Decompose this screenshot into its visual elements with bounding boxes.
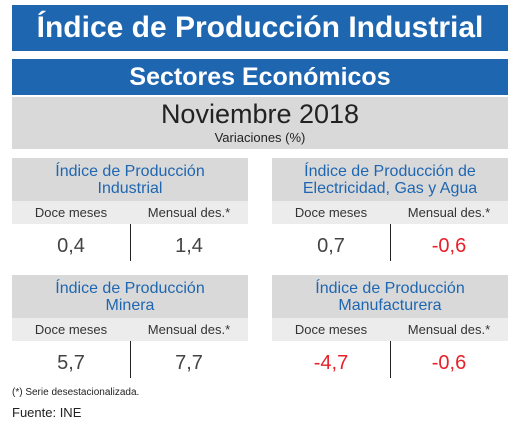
card-labels: Doce meses Mensual des.* — [272, 201, 508, 224]
value-twelve-months: 0,7 — [317, 235, 345, 257]
card-title: Índice de Producción Industrial — [12, 158, 248, 201]
value-divider — [390, 224, 391, 261]
card-title-line1: Índice de Producción — [55, 162, 205, 180]
card-title-line1: Índice de Producción — [315, 279, 465, 297]
card-title-line2: Industrial — [97, 179, 163, 197]
value-twelve-months: -4,7 — [313, 352, 349, 374]
subtitle: Sectores Económicos — [129, 63, 391, 91]
label-monthly-adjusted: Mensual des.* — [147, 205, 231, 220]
period-title: Noviembre 2018 — [160, 99, 360, 129]
footnote: (*) Serie desestacionalizada. — [12, 387, 140, 398]
value-divider — [130, 341, 131, 378]
card-labels: Doce meses Mensual des.* — [272, 318, 508, 341]
period-panel: Noviembre 2018 Variaciones (%) — [12, 97, 508, 149]
card-values: 5,7 7,7 — [12, 341, 248, 386]
period-subtitle: Variaciones (%) — [214, 130, 306, 145]
label-twelve-months: Doce meses — [34, 205, 108, 220]
card-mining: Índice de Producción Minera Doce meses M… — [12, 275, 248, 386]
value-twelve-months: 0,4 — [57, 235, 85, 257]
card-electricity-gas-water: Índice de Producción de Electricidad, Ga… — [272, 158, 508, 269]
main-title: Índice de Producción Industrial — [36, 11, 484, 44]
label-twelve-months: Doce meses — [294, 322, 368, 337]
card-title: Índice de Producción Minera — [12, 275, 248, 318]
card-industrial: Índice de Producción Industrial Doce mes… — [12, 158, 248, 269]
card-title-line2: Manufacturera — [338, 296, 442, 314]
card-labels: Doce meses Mensual des.* — [12, 318, 248, 341]
label-monthly-adjusted: Mensual des.* — [407, 322, 491, 337]
value-monthly-adjusted: 1,4 — [175, 235, 203, 257]
subtitle-banner: Sectores Económicos — [12, 59, 508, 95]
value-monthly-adjusted: -0,6 — [431, 235, 467, 257]
card-labels: Doce meses Mensual des.* — [12, 201, 248, 224]
value-monthly-adjusted: 7,7 — [175, 352, 203, 374]
card-title-line1: Índice de Producción — [55, 279, 205, 297]
main-title-banner: Índice de Producción Industrial — [12, 5, 508, 51]
source-credit: Fuente: INE — [12, 405, 82, 420]
label-monthly-adjusted: Mensual des.* — [407, 205, 491, 220]
card-values: 0,7 -0,6 — [272, 224, 508, 269]
card-values: 0,4 1,4 — [12, 224, 248, 269]
card-title-line1: Índice de Producción de — [304, 162, 476, 180]
card-manufacturing: Índice de Producción Manufacturera Doce … — [272, 275, 508, 386]
card-title-line2: Minera — [105, 296, 155, 314]
card-values: -4,7 -0,6 — [272, 341, 508, 386]
label-twelve-months: Doce meses — [34, 322, 108, 337]
value-divider — [390, 341, 391, 378]
value-divider — [130, 224, 131, 261]
label-twelve-months: Doce meses — [294, 205, 368, 220]
card-title: Índice de Producción de Electricidad, Ga… — [272, 158, 508, 201]
card-title-line2: Electricidad, Gas y Agua — [302, 179, 478, 197]
card-title: Índice de Producción Manufacturera — [272, 275, 508, 318]
label-monthly-adjusted: Mensual des.* — [147, 322, 231, 337]
value-monthly-adjusted: -0,6 — [431, 352, 467, 374]
value-twelve-months: 5,7 — [57, 352, 85, 374]
